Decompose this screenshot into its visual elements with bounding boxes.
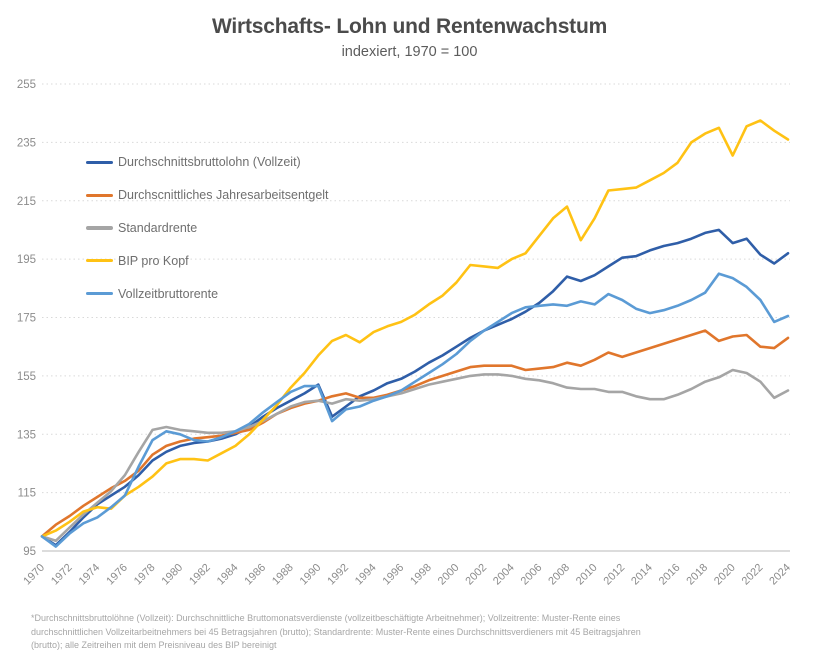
x-axis-tick-label: 1970 — [21, 562, 47, 588]
x-axis-tick-label: 1978 — [132, 562, 158, 588]
legend-item: Standardrente — [86, 212, 329, 245]
x-axis-tick-label: 2010 — [574, 562, 600, 588]
legend-swatch — [86, 160, 113, 164]
x-axis-tick-label: 1974 — [77, 562, 103, 588]
x-axis-tick-label: 2022 — [740, 562, 766, 588]
legend-label: Durchschnittsbruttolohn (Vollzeit) — [118, 155, 301, 170]
x-axis-tick-label: 2006 — [519, 562, 545, 588]
x-axis-tick-label: 1990 — [298, 562, 324, 588]
x-axis-tick-label: 1992 — [325, 562, 351, 588]
x-axis-tick-label: 1984 — [215, 562, 241, 588]
series-line — [40, 272, 790, 548]
x-axis-tick-label: 2018 — [684, 562, 710, 588]
x-axis-tick-label: 1982 — [187, 562, 213, 588]
chart-legend: Durchschnittsbruttolohn (Vollzeit) Durchs… — [86, 146, 329, 310]
legend-label: Vollzeitbruttorente — [118, 286, 219, 301]
legend-item: BIP pro Kopf — [86, 244, 329, 277]
y-axis-tick-label: 215 — [17, 196, 36, 208]
x-axis-tick-label: 1972 — [49, 562, 75, 588]
x-axis-tick-label: 2014 — [629, 562, 655, 588]
legend-swatch — [86, 259, 113, 263]
x-axis-tick-label: 1996 — [381, 562, 407, 588]
y-axis-tick-label: 155 — [17, 371, 36, 383]
y-axis-tick-label: 135 — [17, 429, 36, 441]
legend-item: Vollzeitbruttorente — [86, 277, 329, 310]
x-axis-tick-label: 2004 — [491, 562, 517, 588]
x-axis-tick-label: 1980 — [159, 562, 185, 588]
footnote-line: *Durchschnittsbruttolöhne (Vollzeit): Du… — [31, 613, 621, 623]
legend-swatch — [86, 291, 113, 296]
x-axis-tick-label: 2020 — [712, 562, 738, 588]
x-axis-tick-label: 1976 — [104, 562, 130, 588]
x-axis-tick-label: 1998 — [408, 562, 434, 588]
series-line — [40, 119, 790, 538]
y-axis-tick-label: 95 — [23, 546, 36, 558]
footnote-line: (brutto); alle Zeitreihen mit dem Preisn… — [31, 640, 277, 650]
y-axis-tick-label: 175 — [17, 313, 36, 325]
footnote-line: durchschnittlichen Vollzeitarbeitnehmers… — [31, 626, 641, 637]
legend-label: Durchscnittliches Jahresarbeitsentgelt — [118, 188, 329, 203]
x-axis-tick-label: 2012 — [602, 562, 628, 588]
y-axis-tick-label: 115 — [18, 488, 36, 500]
x-axis-tick-label: 2016 — [657, 562, 683, 588]
legend-swatch — [86, 193, 113, 197]
chart-title: Wirtschafts- Lohn und Rentenwachstum — [211, 15, 608, 38]
y-axis-tick-label: 235 — [17, 137, 36, 149]
legend-item: Durchscnittliches Jahresarbeitsentgelt — [86, 179, 329, 212]
chart-footnote: *Durchschnittsbruttolöhne (Vollzeit): Du… — [31, 612, 771, 653]
legend-label: BIP pro Kopf — [118, 253, 189, 268]
x-axis-tick-label: 1994 — [353, 562, 379, 588]
x-axis-tick-label: 2002 — [463, 562, 489, 588]
series-line — [40, 228, 790, 547]
legend-label: Standardrente — [118, 220, 198, 235]
series-line — [40, 329, 790, 538]
x-axis-tick-label: 2024 — [767, 562, 793, 588]
y-axis-tick-label: 255 — [17, 79, 36, 91]
y-axis-tick-label: 195 — [17, 254, 36, 266]
legend-item: Durchschnittsbruttolohn (Vollzeit) — [86, 146, 329, 179]
x-axis-tick-label: 1988 — [270, 562, 296, 588]
chart-subtitle: indexiert, 1970 = 100 — [341, 44, 478, 60]
x-axis-tick-label: 1986 — [242, 562, 268, 588]
legend-swatch — [86, 226, 113, 230]
series-line — [40, 368, 790, 543]
x-axis-tick-label: 2000 — [436, 562, 462, 588]
x-axis-tick-label: 2008 — [546, 562, 572, 588]
